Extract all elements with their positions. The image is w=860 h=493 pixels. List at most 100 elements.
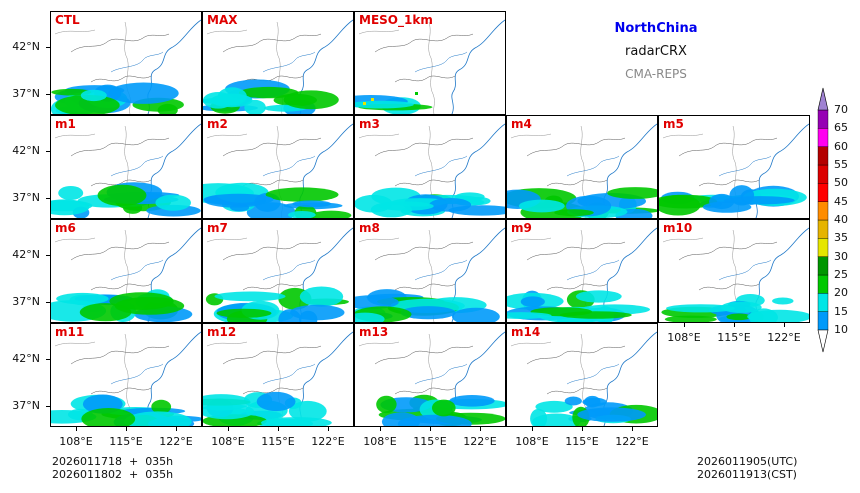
province-boundary xyxy=(70,241,170,291)
lon-tick xyxy=(228,427,229,431)
echo-region xyxy=(355,295,399,310)
lon-tick-label: 122°E xyxy=(159,435,193,448)
province-boundary xyxy=(678,137,778,187)
map-canvas xyxy=(51,123,201,218)
map-panel-m10: m10 xyxy=(658,219,810,323)
province-boundary xyxy=(70,33,170,83)
map-canvas xyxy=(355,227,505,322)
river-line xyxy=(110,259,164,281)
echo-region xyxy=(355,100,414,109)
lon-tick xyxy=(532,427,533,431)
echo-region xyxy=(80,89,107,102)
echo-region xyxy=(577,407,646,422)
colorbar-tick-label: 25 xyxy=(834,268,848,281)
lon-tick xyxy=(176,427,177,431)
lat-tick-label: 42°N xyxy=(12,352,40,365)
river-line xyxy=(566,363,620,385)
panel-label: m6 xyxy=(55,221,76,235)
map-canvas xyxy=(355,19,505,114)
echo-region xyxy=(81,408,136,426)
map-canvas xyxy=(507,123,657,218)
panel-label: m1 xyxy=(55,117,76,131)
init-time-cst: 2026011802 + 035h xyxy=(52,468,174,481)
river-line xyxy=(414,259,468,281)
province-boundary xyxy=(54,21,131,114)
echo-cell xyxy=(363,102,366,105)
map-panel-m9: m9 xyxy=(506,219,658,323)
river-line xyxy=(262,155,316,177)
river-line xyxy=(718,155,772,177)
valid-time-utc: 2026011905(UTC) xyxy=(697,455,798,468)
lon-tick-label: 115°E xyxy=(109,435,143,448)
map-panel-m7: m7 xyxy=(202,219,354,323)
colorbar-tick-label: 10 xyxy=(834,323,848,336)
echo-region xyxy=(311,210,352,218)
lon-tick-label: 115°E xyxy=(261,435,295,448)
lon-tick xyxy=(582,427,583,431)
lat-tick-label: 37°N xyxy=(12,191,40,204)
colorbar-tick-label: 20 xyxy=(834,286,848,300)
figure-title: NorthChina xyxy=(614,21,698,36)
lon-tick-label: 122°E xyxy=(311,435,345,448)
colorbar-segment xyxy=(817,201,829,221)
echo-cell xyxy=(415,92,418,95)
map-canvas xyxy=(51,19,201,114)
map-panel-ctl: CTL xyxy=(50,11,202,115)
colorbar-segment xyxy=(817,238,829,257)
panel-label: m14 xyxy=(511,325,541,339)
echo-region xyxy=(607,187,657,199)
lon-tick xyxy=(278,427,279,431)
province-boundary xyxy=(526,137,626,187)
echo-region xyxy=(432,399,456,417)
model-label: CMA-REPS xyxy=(625,67,687,81)
echo-region xyxy=(97,184,147,207)
lon-tick-label: 122°E xyxy=(463,435,497,448)
river-line xyxy=(262,259,316,281)
province-boundary xyxy=(526,345,626,395)
lat-tick xyxy=(46,47,50,48)
panel-label: m10 xyxy=(663,221,693,235)
echo-region xyxy=(429,198,472,212)
panel-label: CTL xyxy=(55,13,80,27)
map-canvas xyxy=(203,19,353,114)
echo-region xyxy=(155,194,191,211)
map-canvas xyxy=(205,227,353,322)
lat-tick-label: 42°N xyxy=(12,40,40,53)
lat-tick xyxy=(46,94,50,95)
map-panel-m8: m8 xyxy=(354,219,506,323)
river-line xyxy=(110,51,164,73)
province-boundary xyxy=(222,137,322,187)
lat-tick xyxy=(46,359,50,360)
province-boundary xyxy=(222,33,322,83)
echo-region xyxy=(203,394,251,411)
lon-tick-label: 122°E xyxy=(615,435,649,448)
river-line xyxy=(110,155,164,177)
panel-label: m13 xyxy=(359,325,389,339)
panel-label: m2 xyxy=(207,117,228,131)
lon-tick xyxy=(684,323,685,327)
lon-tick xyxy=(480,427,481,431)
map-canvas xyxy=(203,331,353,426)
echo-region xyxy=(518,199,565,213)
lon-tick xyxy=(632,427,633,431)
echo-region xyxy=(288,211,316,218)
colorbar-tick-label: 65 xyxy=(834,121,848,135)
echo-region xyxy=(214,291,286,302)
province-boundary xyxy=(374,33,474,83)
colorbar-tick-label: 40 xyxy=(834,213,848,226)
panel-label: m7 xyxy=(207,221,228,235)
lon-tick-label: 115°E xyxy=(565,435,599,448)
map-canvas xyxy=(659,123,809,218)
province-boundary xyxy=(526,241,626,291)
echo-region xyxy=(582,397,607,407)
colorbar-tick-label: 15 xyxy=(834,304,848,318)
lon-tick-label: 108°E xyxy=(667,331,701,344)
lon-tick xyxy=(734,323,735,327)
colorbar-tick-label: 70 xyxy=(834,103,848,116)
province-boundary xyxy=(374,345,474,395)
colorbar-segment xyxy=(817,164,829,184)
echo-region xyxy=(530,408,548,426)
colorbar-segment xyxy=(817,146,829,166)
init-time-utc: 2026011718 + 035h xyxy=(52,455,174,468)
echo-region xyxy=(355,312,385,322)
